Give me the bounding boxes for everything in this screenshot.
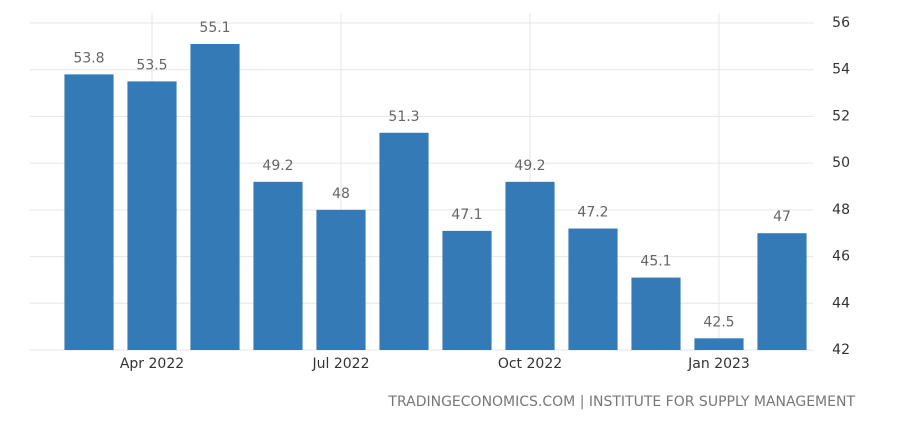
bar (127, 81, 177, 351)
value-label: 47 (773, 209, 791, 225)
bar (694, 338, 744, 350)
bar (253, 181, 303, 350)
bar (442, 230, 492, 350)
x-tick-label: Jul 2022 (312, 356, 370, 372)
y-tick-label: 50 (832, 155, 850, 171)
bar (190, 44, 240, 351)
bar (379, 132, 429, 350)
value-label: 48 (332, 186, 350, 202)
value-label: 49.2 (514, 158, 545, 174)
y-tick-label: 42 (832, 342, 850, 358)
y-tick-label: 54 (832, 62, 850, 78)
value-label: 51.3 (388, 109, 419, 125)
y-tick-label: 56 (832, 15, 850, 31)
value-label: 47.1 (451, 207, 482, 223)
y-tick-label: 48 (832, 202, 850, 218)
source: TRADINGECONOMICS.COM | INSTITUTE FOR SUP… (387, 394, 855, 410)
value-label: 55.1 (199, 20, 230, 36)
y-tick-label: 44 (832, 295, 850, 311)
x-tick-label: Apr 2022 (120, 356, 184, 372)
bar (568, 228, 618, 350)
value-label: 53.8 (73, 50, 104, 66)
bar (505, 181, 555, 350)
bar (316, 209, 366, 350)
value-label: 42.5 (703, 314, 734, 330)
y-tick-label: 46 (832, 249, 850, 265)
x-tick-label: Oct 2022 (498, 356, 562, 372)
x-tick-label: Jan 2023 (687, 356, 750, 372)
bar (757, 233, 807, 350)
bar (64, 74, 114, 350)
bar (631, 277, 681, 350)
y-tick-label: 52 (832, 108, 850, 124)
value-label: 47.2 (577, 205, 608, 221)
value-label: 53.5 (136, 57, 167, 73)
value-label: 49.2 (262, 158, 293, 174)
value-label: 45.1 (640, 254, 671, 270)
